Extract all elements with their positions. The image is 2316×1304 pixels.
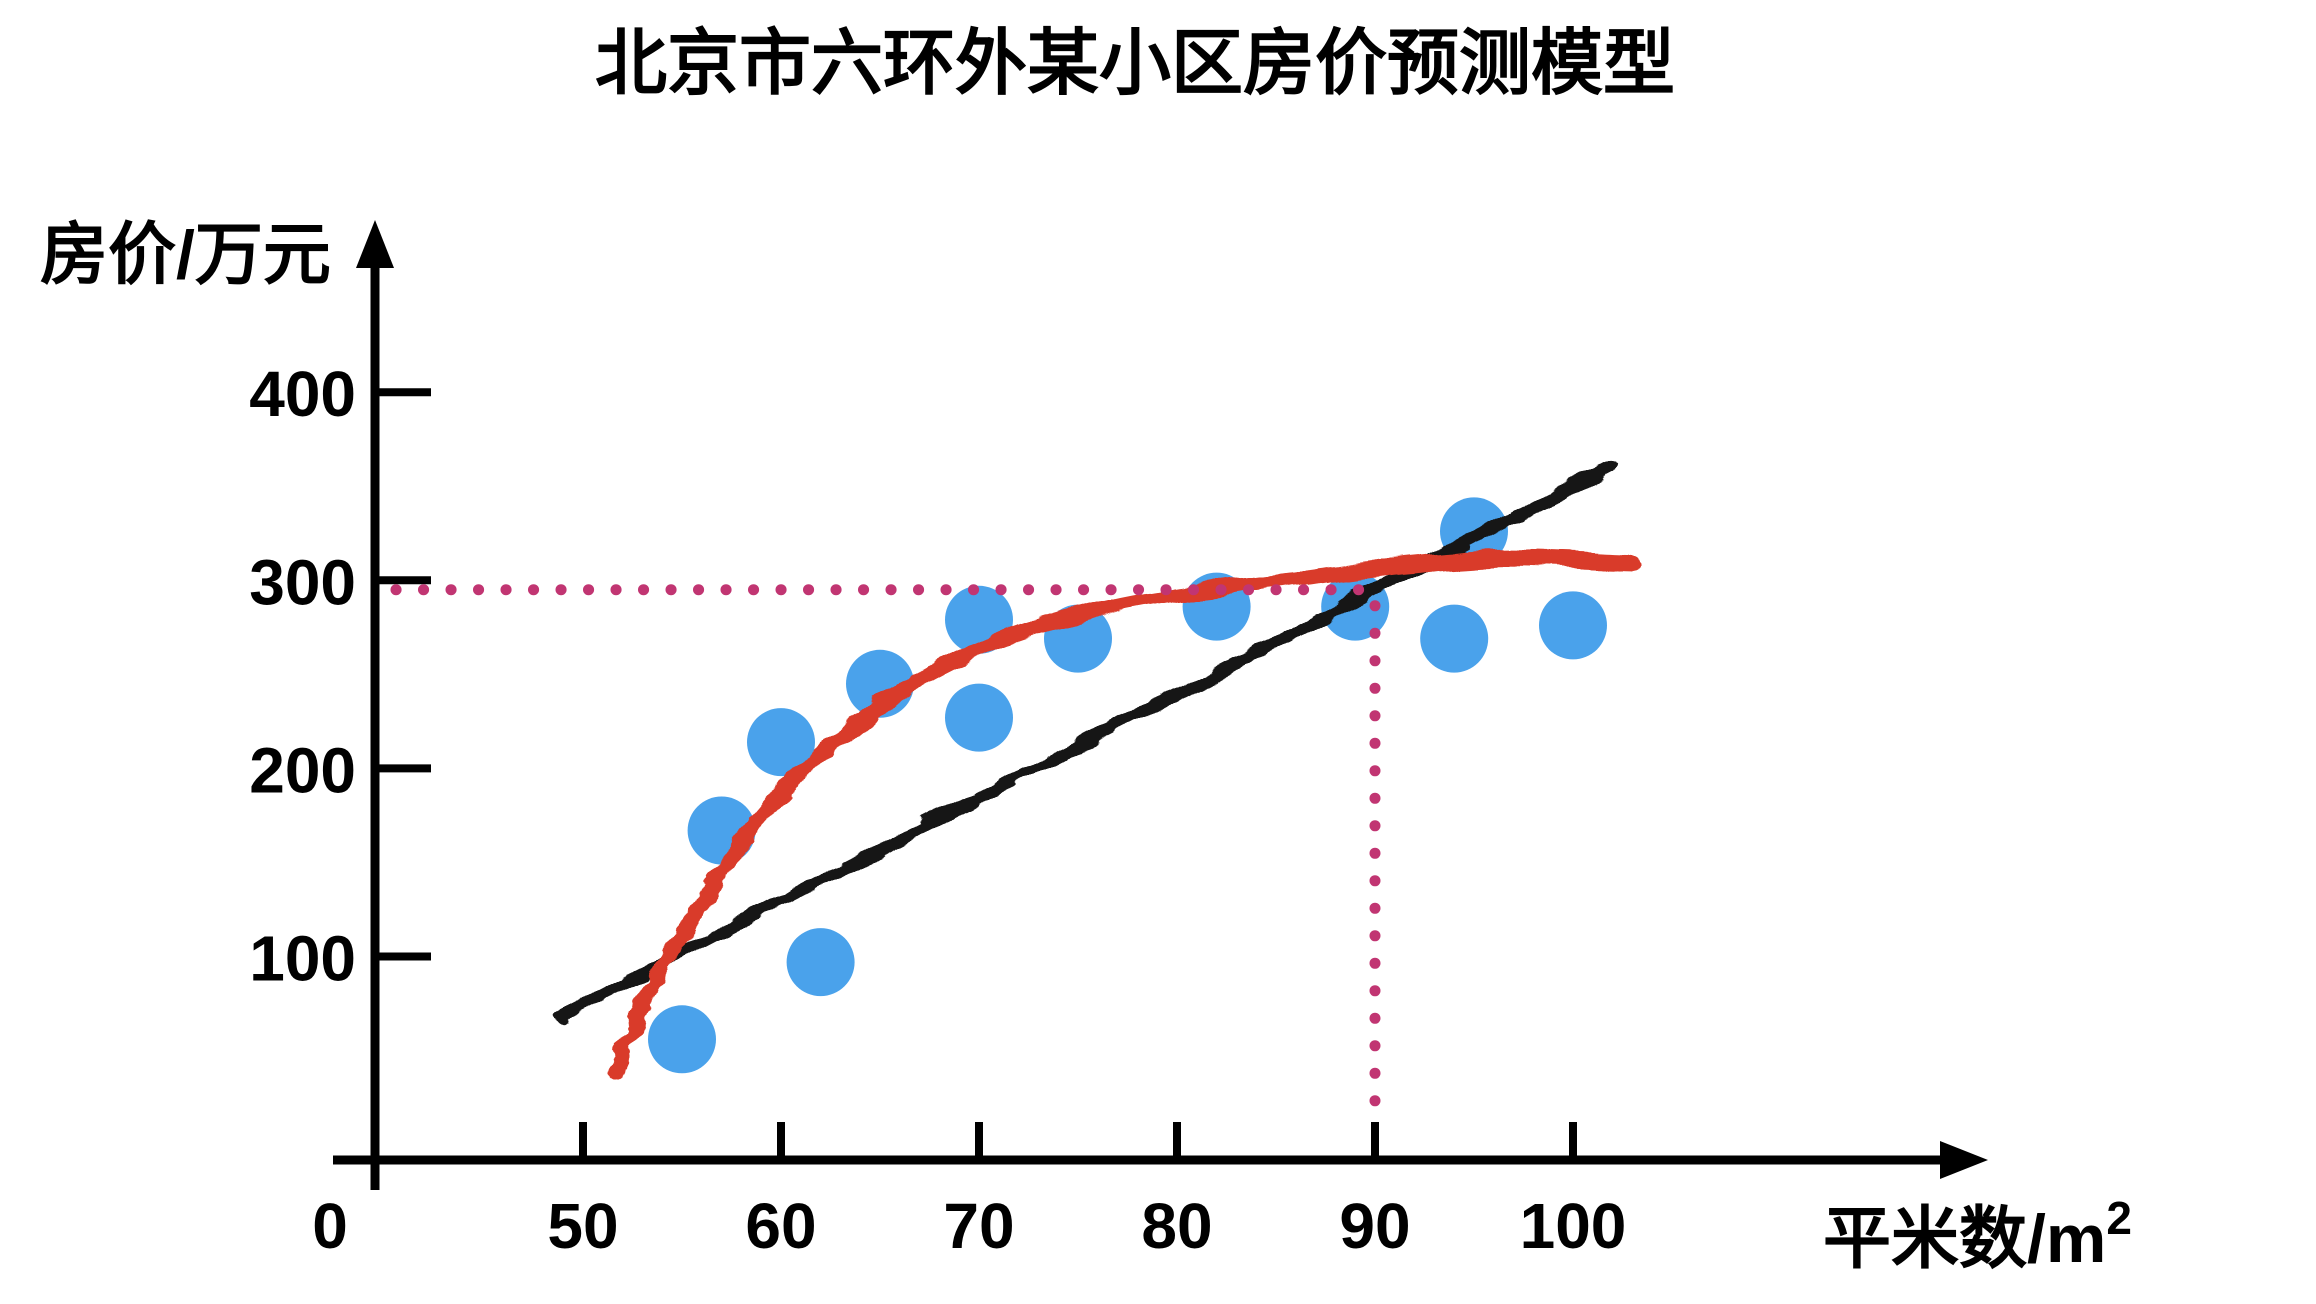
scatter-point (945, 683, 1013, 752)
prediction-guides (390, 584, 1381, 1122)
y-tick-label: 100 (249, 923, 356, 995)
x-axis-label: 平米数/m2 (1823, 1192, 2132, 1277)
linear-fit-line (552, 459, 1620, 1024)
x-tick-label: 60 (745, 1190, 816, 1262)
curve-fit-line (606, 549, 1641, 1078)
x-tick-label: 50 (547, 1190, 618, 1262)
axes: 50 60 70 80 90 100 0 100 200 300 400 (249, 220, 1988, 1262)
scatter-point (1420, 604, 1489, 673)
x-tick-label: 80 (1141, 1190, 1212, 1262)
y-tick-label: 400 (249, 358, 356, 430)
fit-lines (552, 459, 1641, 1078)
x-tick-label: 100 (1520, 1190, 1627, 1262)
x-axis-label-superscript: 2 (2106, 1192, 2132, 1244)
scatter-point (786, 928, 855, 997)
scatter-point (747, 708, 815, 777)
scatter-point (1539, 591, 1607, 660)
y-tick-label: 300 (249, 546, 356, 618)
x-axis-arrow-icon (1940, 1141, 1988, 1179)
x-axis-label-base: 平米数/m (1823, 1201, 2106, 1277)
y-axis-arrow-icon (356, 220, 394, 268)
chart-title: 北京市六环外某小区房价预测模型 (595, 24, 1675, 104)
x-tick-label: 70 (943, 1190, 1014, 1262)
y-tick-label: 200 (249, 734, 356, 806)
y-axis-label: 房价/万元 (40, 217, 331, 293)
origin-label: 0 (312, 1190, 348, 1262)
x-tick-label: 90 (1339, 1190, 1410, 1262)
scatter-point (648, 1005, 716, 1074)
